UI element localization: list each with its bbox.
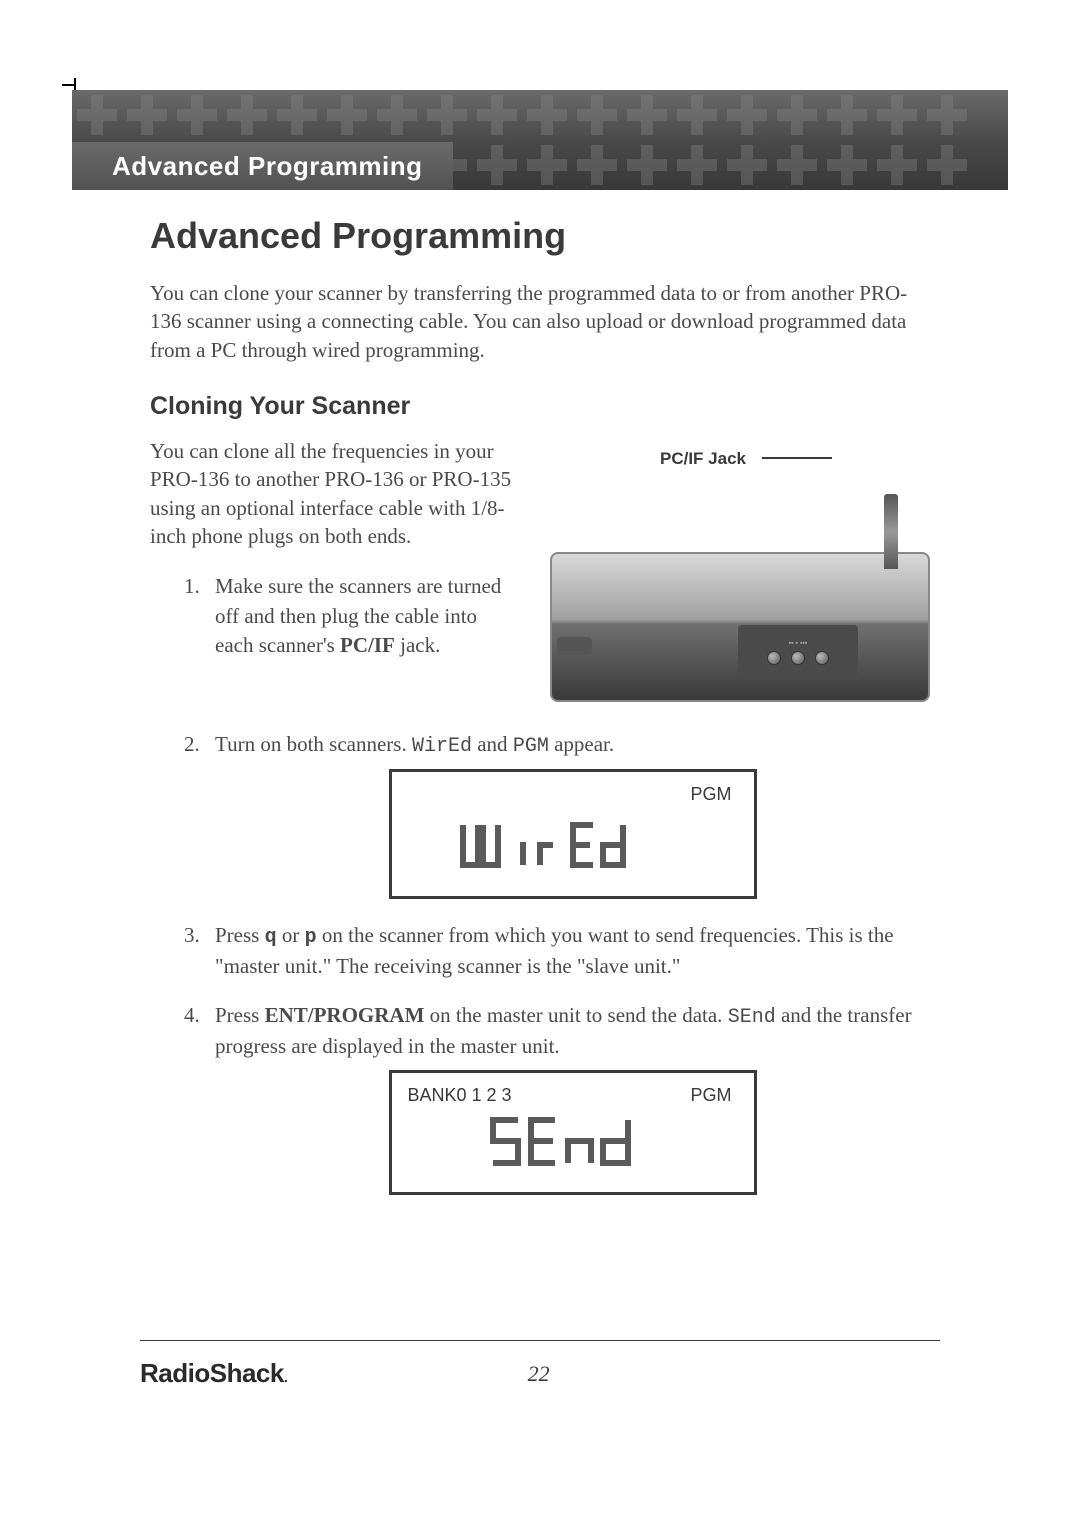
lcd1-segment-text (392, 820, 754, 886)
step-2-text-c: and (472, 732, 513, 756)
step-1-pcif: PC/IF (340, 633, 395, 657)
step-1: Make sure the scanners are turned off an… (205, 572, 520, 660)
pcif-jack-leader-line (762, 457, 832, 459)
step-4-text-a: Press (215, 1003, 265, 1027)
scanner-figure: ▪▪ ▪ ▪▪▪ (550, 552, 930, 702)
section-heading: Cloning Your Scanner (150, 392, 930, 421)
lcd2-send-svg (483, 1113, 663, 1173)
content-area: Advanced Programming You can clone your … (150, 215, 930, 1217)
step-3-p: p (305, 926, 317, 949)
footer: RadioShack. 22 (140, 1358, 940, 1389)
step-3-text-c: or (277, 923, 305, 947)
cloning-paragraph: You can clone all the frequencies in you… (150, 437, 520, 550)
crop-mark (62, 84, 76, 86)
step-2-wired: WirEd (412, 735, 472, 758)
scanner-side-port (557, 637, 592, 655)
scanner-knobs (767, 651, 829, 665)
step-2-text-e: appear. (549, 732, 614, 756)
steps-list-part1: Make sure the scanners are turned off an… (150, 572, 520, 660)
lcd2-pgm: PGM (690, 1083, 731, 1108)
step-4: Press ENT/PROGRAM on the master unit to … (205, 1001, 930, 1194)
step-2: Turn on both scanners. WirEd and PGM app… (205, 730, 930, 899)
step-2-text-a: Turn on both scanners. (215, 732, 412, 756)
step-3-q: q (265, 926, 277, 949)
scanner-knob (791, 651, 805, 665)
lcd1-pgm: PGM (690, 782, 731, 807)
scanner-knob (815, 651, 829, 665)
steps-list-part2: Turn on both scanners. WirEd and PGM app… (150, 730, 930, 1195)
page-title: Advanced Programming (150, 215, 930, 257)
scanner-display: ▪▪ ▪ ▪▪▪ (738, 625, 858, 680)
footer-rule (140, 1340, 940, 1341)
right-column: PC/IF Jack ▪▪ ▪ ▪▪▪ (550, 437, 930, 702)
step-4-send: SEnd (728, 1006, 776, 1029)
header-label: Advanced Programming (112, 151, 423, 182)
step-4-text-c: on the master unit to send the data. (424, 1003, 727, 1027)
step-3: Press q or p on the scanner from which y… (205, 921, 930, 981)
header-label-bg: Advanced Programming (72, 142, 453, 190)
header-band: Advanced Programming (72, 90, 1008, 190)
step-3-text-a: Press (215, 923, 265, 947)
left-column: You can clone all the frequencies in you… (150, 437, 520, 681)
lcd1-wired-svg (458, 820, 688, 878)
lcd-display-2: BANK0 1 2 3 PGM (389, 1070, 757, 1195)
scanner-knob (767, 651, 781, 665)
page-number: 22 (137, 1361, 940, 1387)
step-1-text-c: jack. (395, 633, 440, 657)
scanner-antenna (884, 494, 898, 569)
lcd2-bank: BANK0 1 2 3 (408, 1083, 512, 1108)
step-3-text-e: on the scanner from which you want to se… (215, 923, 894, 978)
lcd-display-1: PGM (389, 769, 757, 899)
intro-paragraph: You can clone your scanner by transferri… (150, 279, 930, 364)
step-2-pgm: PGM (513, 735, 549, 758)
pcif-jack-label: PC/IF Jack (660, 449, 746, 469)
step-4-entprogram: ENT/PROGRAM (265, 1003, 425, 1027)
lcd2-segment-text (392, 1113, 754, 1181)
two-column-row: You can clone all the frequencies in you… (150, 437, 930, 702)
